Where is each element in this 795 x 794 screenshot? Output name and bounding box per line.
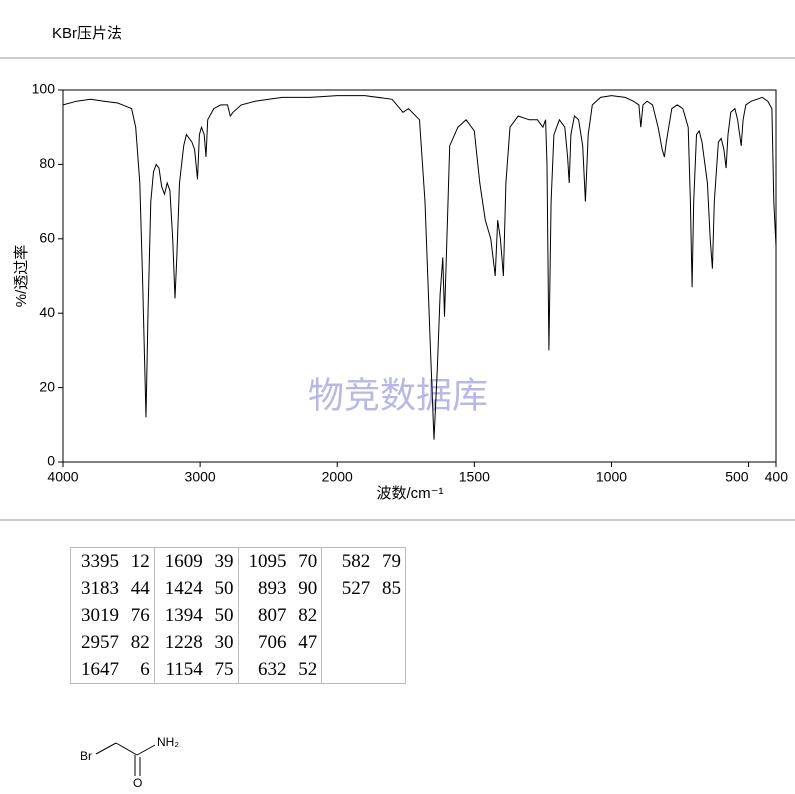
peak-wavenumber: 3019 [81,604,119,626]
table-cell: 3395 12 [70,547,155,575]
table-cell [321,629,406,656]
peak-wavenumber: 807 [258,604,287,626]
x-axis-label: 波数/cm⁻¹ [376,485,443,502]
peak-wavenumber: 1394 [164,604,203,626]
table-row: 3395 12 1609 39 1095 70 582 79 [70,547,406,575]
atom-label: NH₂ [157,735,179,749]
peak-wavenumber: 527 [341,577,371,599]
table-cell: 1424 50 [153,575,238,602]
table-cell: 3183 44 [70,575,155,602]
peak-transmittance: 50 [214,604,234,626]
peak-transmittance: 52 [298,658,318,680]
peak-wavenumber: 3183 [81,577,119,599]
y-axis-label: %/透过率 [13,245,30,308]
peak-wavenumber: 2957 [81,631,119,653]
watermark: 物竞数据库 [308,375,488,416]
y-tick-label: 80 [39,155,55,171]
table-row: 3183 44 1424 50 893 90 527 85 [70,575,406,602]
table-cell: 1609 39 [153,547,238,575]
atom-label: O [133,776,142,790]
peak-transmittance: 90 [298,577,318,599]
peak-transmittance: 76 [130,604,150,626]
table-cell: 2957 82 [70,629,155,656]
peak-transmittance: 12 [130,550,150,572]
y-tick-label: 20 [39,378,55,394]
x-tick-label: 500 [725,469,749,485]
plot-frame [62,89,777,463]
table-row: 3019 76 1394 50 807 82 [70,602,406,629]
peak-wavenumber: 1609 [164,550,203,572]
peak-transmittance: 75 [214,658,234,680]
peak-transmittance: 44 [130,577,150,599]
table-cell: 632 52 [237,656,322,684]
x-tick-label: 3000 [185,469,216,485]
table-cell: 1647 6 [70,656,155,684]
peak-wavenumber: 582 [341,550,371,572]
x-tick-label: 1500 [459,469,490,485]
peak-transmittance: 82 [298,604,318,626]
peak-wavenumber: 1424 [164,577,203,599]
spectrum-line [62,95,777,440]
table-row: 2957 82 1228 30 706 47 [70,629,406,656]
structure: Br NH₂ O [80,735,179,790]
peak-wavenumber: 632 [258,658,287,680]
peak-transmittance: 6 [140,658,150,680]
table-cell: 3019 76 [70,602,155,629]
table-cell: 1228 30 [153,629,238,656]
bond [136,744,156,756]
table-cell: 1394 50 [153,602,238,629]
peak-transmittance: 50 [214,577,234,599]
y-tick-label: 0 [47,453,55,469]
y-tick-label: 60 [39,230,55,246]
peak-transmittance: 47 [298,631,318,653]
x-tick-label: 1000 [596,469,627,485]
peak-transmittance: 85 [382,577,401,599]
header-title: KBr压片法 [52,25,122,42]
peak-transmittance: 39 [214,550,234,572]
table-cell: 582 79 [321,547,406,575]
peak-wavenumber: 3395 [81,550,119,572]
peak-wavenumber: 893 [258,577,287,599]
y-tick-label: 40 [39,304,55,320]
peak-wavenumber: 706 [258,631,287,653]
peak-wavenumber: 1154 [165,658,203,680]
peak-table: 3395 12 1609 39 1095 70 582 79 3183 44 1424 5… [70,547,406,684]
peak-transmittance: 70 [298,550,318,572]
peak-wavenumber: 1647 [81,658,119,680]
table-row: 1647 6 1154 75 632 52 [70,656,406,684]
x-tick-label: 4000 [47,469,78,485]
bond [115,742,138,756]
table-cell: 807 82 [237,602,322,629]
table-cell [321,656,406,684]
table-cell: 1154 75 [153,656,238,684]
x-tick-label: 400 [765,469,789,485]
peak-transmittance: 82 [130,631,150,653]
peak-wavenumber: 1095 [248,550,287,572]
table-cell: 893 90 [237,575,322,602]
y-tick-label: 100 [32,81,56,97]
peak-wavenumber: 1228 [164,631,203,653]
table-cell: 706 47 [237,629,322,656]
x-tick-label: 2000 [322,469,353,485]
table-cell: 1095 70 [237,547,322,575]
atom-label: Br [80,749,92,763]
peak-transmittance: 79 [382,550,401,572]
peak-transmittance: 30 [214,631,234,653]
table-cell [321,602,406,629]
table-cell: 527 85 [321,575,406,602]
bond [95,742,117,755]
